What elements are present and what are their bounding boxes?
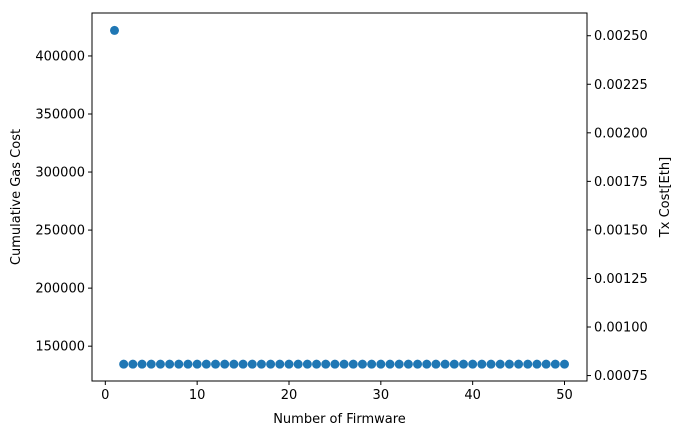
data-point bbox=[220, 359, 230, 369]
data-point bbox=[275, 359, 285, 369]
data-point bbox=[403, 359, 413, 369]
data-point bbox=[495, 359, 505, 369]
data-point bbox=[146, 359, 156, 369]
y2-tick-label: 0.00075 bbox=[594, 369, 648, 384]
y2-tick-label: 0.00175 bbox=[594, 175, 648, 190]
data-point bbox=[541, 359, 551, 369]
y-tick-label: 150000 bbox=[35, 340, 85, 355]
y-axis-ticks: 150000 200000 250000 300000 350000 400000 bbox=[35, 49, 92, 355]
data-point bbox=[211, 359, 221, 369]
y2-tick-label: 0.00100 bbox=[594, 321, 648, 336]
data-point bbox=[110, 25, 119, 35]
data-point bbox=[468, 359, 478, 369]
data-point bbox=[376, 359, 386, 369]
data-point bbox=[256, 359, 266, 369]
x-axis-ticks: 0 10 20 30 40 50 bbox=[101, 381, 573, 403]
data-point bbox=[339, 359, 349, 369]
plot-frame bbox=[91, 12, 588, 382]
data-point bbox=[247, 359, 257, 369]
secondary-y-axis-label: Tx Cost[Eth] bbox=[658, 157, 673, 238]
data-point bbox=[523, 359, 533, 369]
data-point bbox=[348, 359, 358, 369]
data-point bbox=[422, 359, 432, 369]
y-tick-label: 300000 bbox=[35, 166, 85, 181]
data-point bbox=[238, 359, 248, 369]
data-point bbox=[449, 359, 459, 369]
x-tick-label: 10 bbox=[189, 388, 206, 403]
y2-tick-label: 0.00200 bbox=[594, 126, 648, 141]
data-point bbox=[330, 359, 340, 369]
data-point bbox=[357, 359, 367, 369]
data-point bbox=[165, 359, 175, 369]
y2-tick-label: 0.00250 bbox=[594, 29, 648, 44]
data-point bbox=[477, 359, 487, 369]
y2-tick-label: 0.00125 bbox=[594, 272, 648, 287]
data-point bbox=[504, 359, 514, 369]
y-tick-label: 250000 bbox=[35, 224, 85, 239]
data-point bbox=[458, 359, 468, 369]
data-point bbox=[192, 359, 202, 369]
data-point bbox=[550, 359, 560, 369]
data-point bbox=[367, 359, 377, 369]
data-point bbox=[560, 359, 569, 369]
data-point bbox=[266, 359, 276, 369]
x-axis-label: Number of Firmware bbox=[273, 412, 406, 427]
data-point bbox=[394, 359, 404, 369]
x-tick-label: 20 bbox=[281, 388, 298, 403]
data-point bbox=[293, 359, 303, 369]
data-point bbox=[137, 359, 147, 369]
y2-tick-label: 0.00225 bbox=[594, 78, 648, 93]
secondary-y-axis-ticks: 0.00075 0.00100 0.00125 0.00150 0.00175 0.002… bbox=[587, 29, 648, 384]
data-point bbox=[312, 359, 322, 369]
y-tick-label: 350000 bbox=[35, 107, 85, 122]
data-point bbox=[155, 359, 165, 369]
data-point bbox=[486, 359, 496, 369]
y2-tick-label: 0.00150 bbox=[594, 223, 648, 238]
data-point bbox=[532, 359, 542, 369]
x-tick-label: 30 bbox=[373, 388, 390, 403]
data-point bbox=[183, 359, 193, 369]
data-point bbox=[413, 359, 423, 369]
data-point bbox=[174, 359, 184, 369]
data-point bbox=[321, 359, 331, 369]
data-point bbox=[201, 359, 211, 369]
data-point bbox=[302, 359, 312, 369]
data-point bbox=[440, 359, 450, 369]
x-tick-label: 40 bbox=[464, 388, 481, 403]
data-point bbox=[284, 359, 294, 369]
data-point bbox=[119, 359, 129, 369]
x-tick-label: 50 bbox=[556, 388, 573, 403]
data-point bbox=[128, 359, 138, 369]
x-tick-label: 0 bbox=[101, 388, 109, 403]
data-point bbox=[514, 359, 524, 369]
y-tick-label: 200000 bbox=[35, 282, 85, 297]
y-tick-label: 400000 bbox=[35, 49, 85, 64]
data-point bbox=[385, 359, 395, 369]
data-point bbox=[229, 359, 239, 369]
y-axis-label: Cumulative Gas Cost bbox=[9, 129, 24, 265]
data-point bbox=[431, 359, 441, 369]
data-points bbox=[110, 25, 569, 369]
